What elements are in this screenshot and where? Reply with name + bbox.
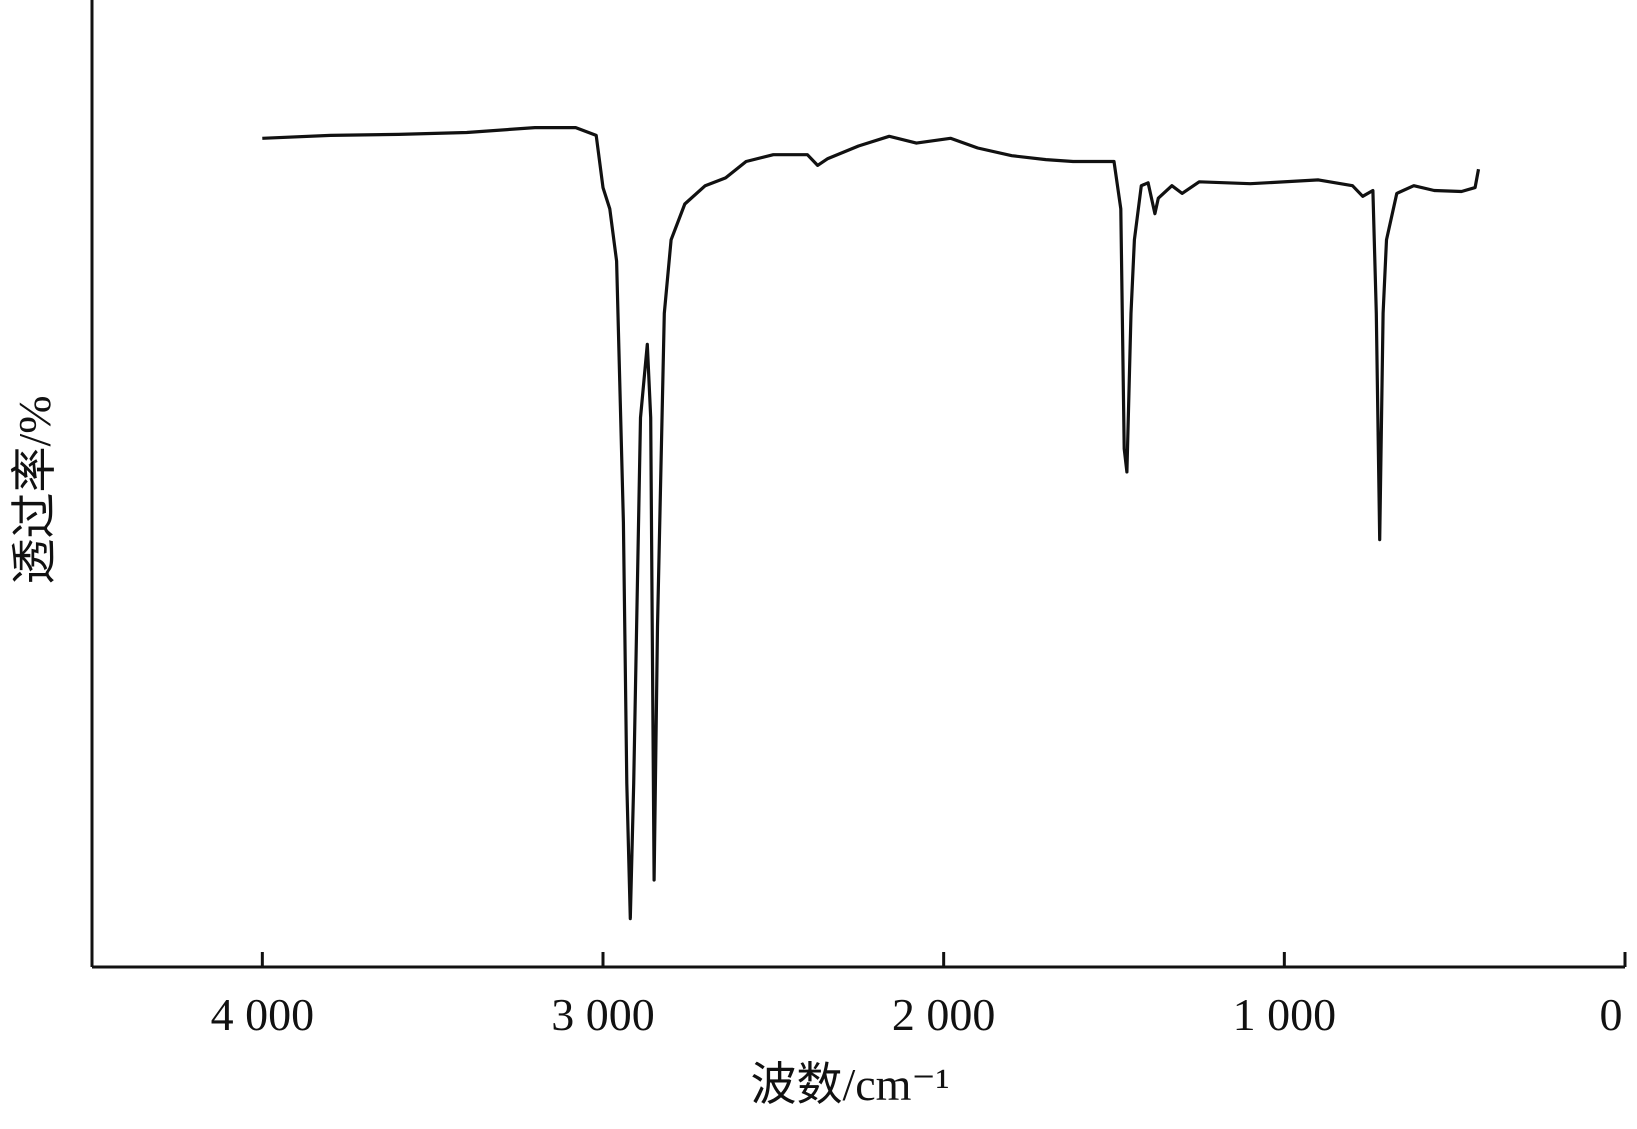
y-axis-label: 透过率/% — [9, 395, 60, 584]
x-tick-label: 0 — [1600, 989, 1623, 1040]
x-tick-label: 4 000 — [211, 989, 315, 1040]
x-axis-label: 波数/cm⁻¹ — [750, 1059, 949, 1110]
x-tick-label: 1 000 — [1233, 989, 1337, 1040]
x-tick-label: 3 000 — [551, 989, 655, 1040]
spectrum-line — [262, 126, 1481, 921]
x-tick-label: 2 000 — [892, 989, 996, 1040]
